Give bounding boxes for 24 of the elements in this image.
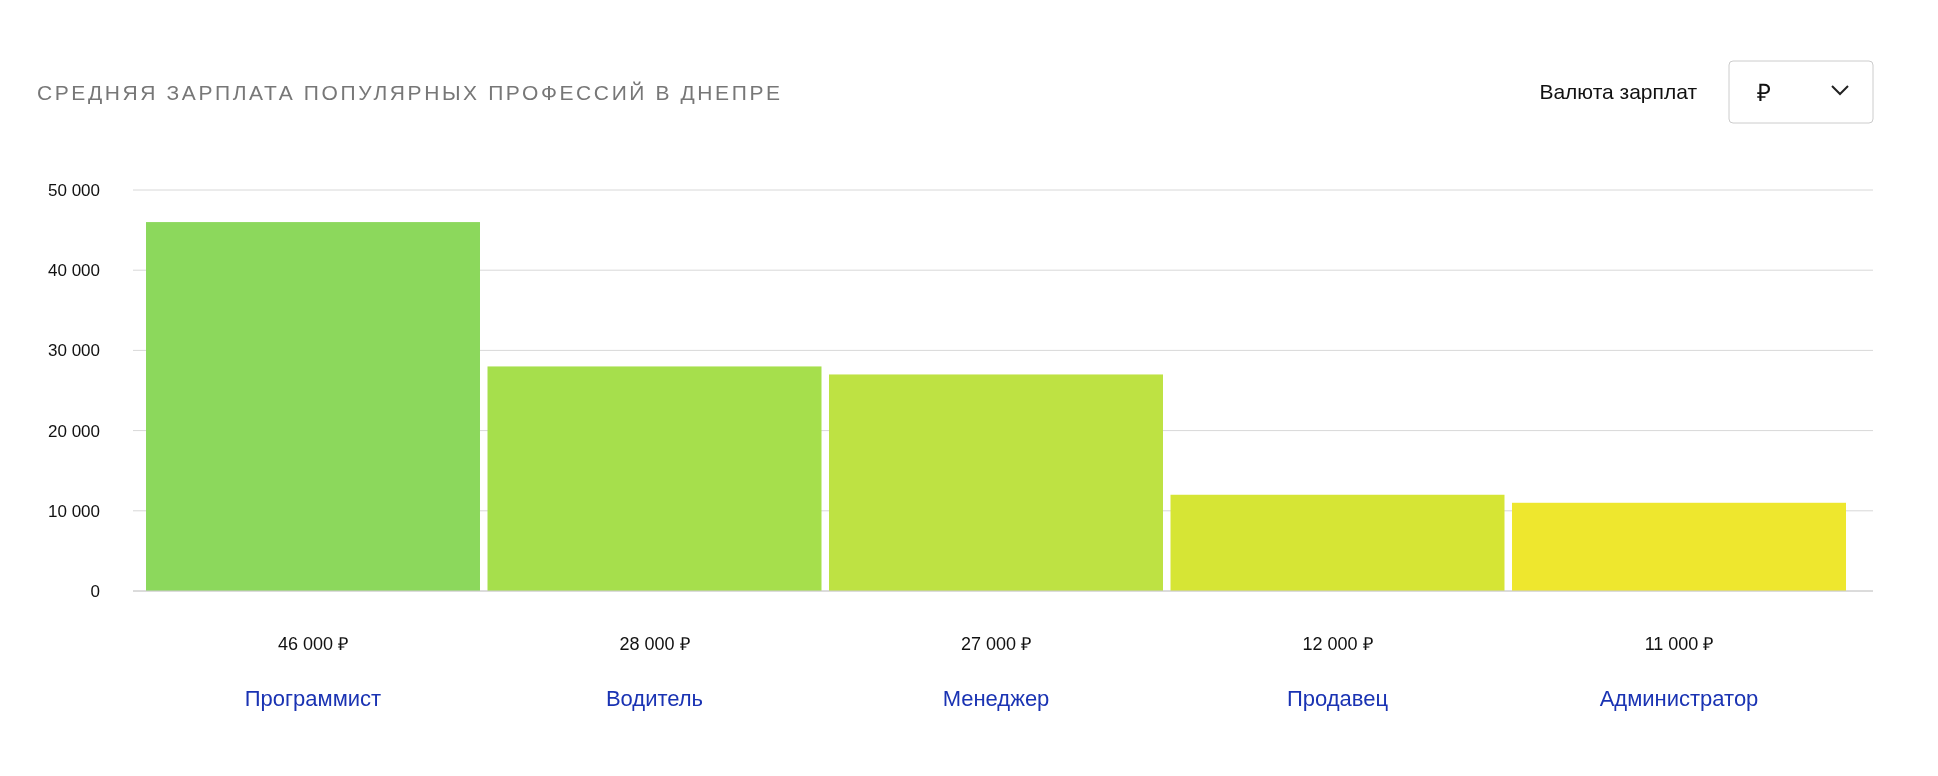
data-label: 46 000 ₽	[277, 634, 349, 654]
y-tick-label: 20 000	[48, 421, 100, 441]
text: Валюта зарплат	[1539, 80, 1698, 103]
y-tick-label: 40 000	[48, 261, 100, 281]
dropdown: ₽	[1728, 60, 1874, 124]
bar	[1170, 494, 1505, 591]
bar	[829, 374, 1163, 591]
x-tick-label: Водитель	[605, 686, 704, 711]
y-tick-label: 0	[90, 581, 100, 601]
data-label: 27 000 ₽	[960, 634, 1032, 654]
bar	[1512, 502, 1846, 591]
bar	[146, 222, 480, 591]
x-tick-label: Программист	[244, 686, 382, 711]
data-label: 28 000 ₽	[619, 634, 690, 654]
data-label: 12 000 ₽	[1302, 634, 1373, 654]
y-tick-label: 30 000	[48, 341, 100, 361]
x-tick-label: Администратор	[1599, 686, 1759, 711]
x-tick-label: Продавец	[1286, 686, 1389, 711]
data-label: 11 000 ₽	[1644, 634, 1714, 654]
y-tick-label: 50 000	[48, 180, 100, 200]
chart-title: СРЕДНЯЯ ЗАРПЛАТА ПОПУЛЯРНЫХ ПРОФЕССИЙ В ДНЕПРЕ	[37, 81, 783, 104]
x-tick-label: Менеджер	[942, 686, 1050, 711]
y-tick-label: 10 000	[48, 501, 100, 521]
bar	[487, 366, 822, 591]
